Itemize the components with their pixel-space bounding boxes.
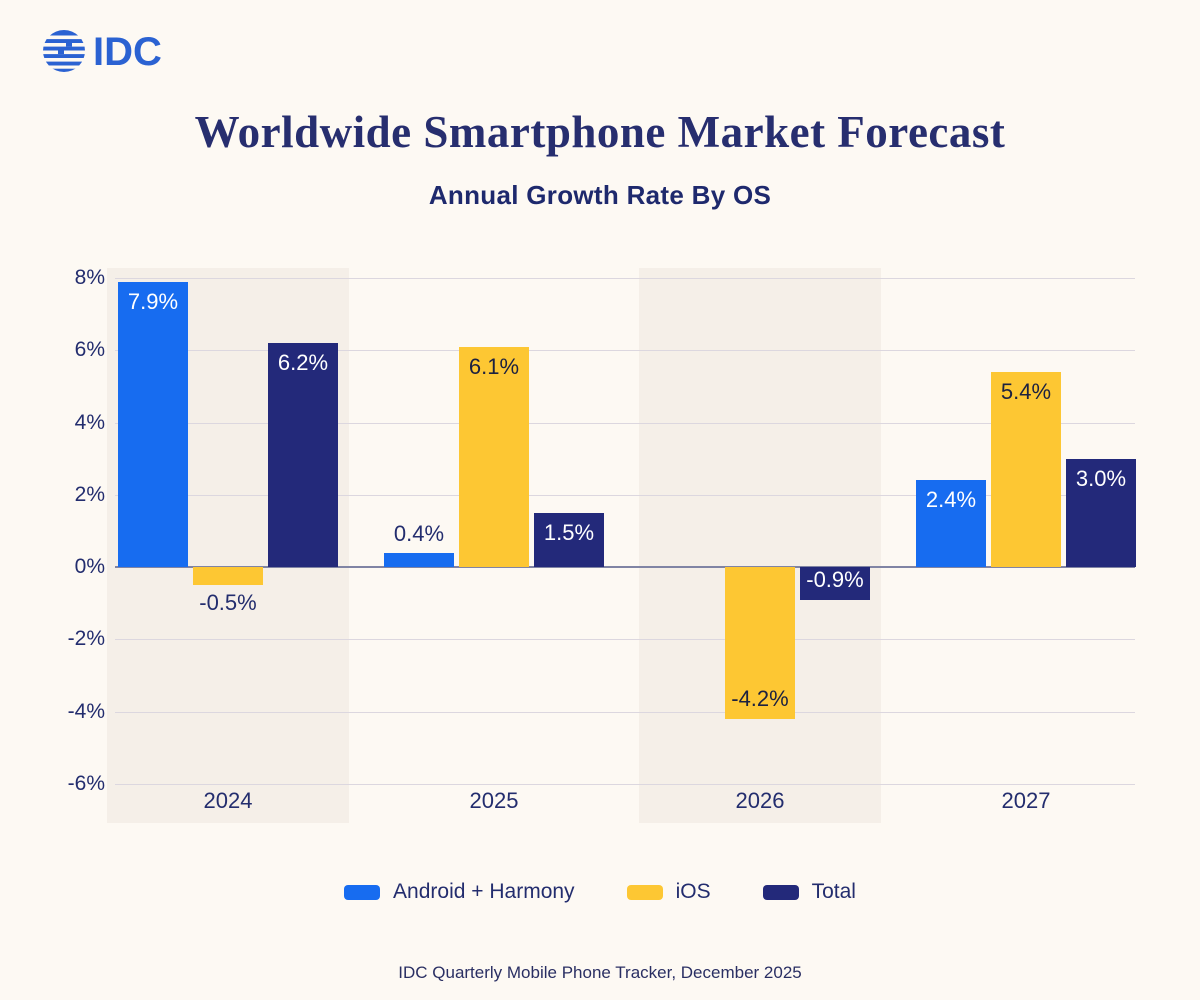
legend-swatch-icon	[762, 884, 799, 900]
gridline	[115, 278, 1135, 279]
bar-ios-2025	[459, 346, 529, 567]
idc-logo-text: IDC	[93, 30, 162, 74]
bar-ios-2026	[725, 567, 795, 719]
bar-total-2026	[800, 567, 870, 600]
chart-legend: Android + Harmony iOS Total	[0, 880, 1200, 904]
y-axis-tick-label: 0%	[74, 555, 105, 578]
idc-logo-graphic: IDC	[40, 30, 162, 74]
gridline	[115, 350, 1135, 352]
zero-gridline	[115, 566, 1135, 568]
bar-value-label: 1.5%	[543, 519, 595, 545]
x-axis-label-2025: 2025	[469, 788, 519, 813]
gridline	[115, 494, 1135, 496]
bar-value-label: 0.4%	[393, 520, 445, 546]
y-axis-tick-label: 4%	[74, 410, 105, 434]
y-axis-tick-label: -2%	[67, 627, 105, 651]
globe-icon	[40, 30, 88, 72]
legend-swatch-icon	[344, 884, 381, 900]
y-axis-tick-label: -4%	[67, 699, 105, 723]
x-axis-label-2026: 2026	[735, 788, 785, 813]
bar-android-harmony-2024	[118, 281, 188, 567]
legend-label: iOS	[675, 880, 711, 903]
legend-swatch-icon	[626, 884, 663, 900]
legend-label: Android + Harmony	[393, 880, 575, 903]
bar-value-label: 7.9%	[127, 288, 179, 314]
chart-title: Worldwide Smartphone Market Forecast	[194, 107, 1006, 157]
bar-value-label: 2.4%	[925, 487, 977, 513]
idc-logo: IDC	[40, 24, 180, 78]
legend-label: Total	[811, 880, 856, 903]
bar-value-label: -0.5%	[199, 590, 257, 616]
bar-ios-2027	[991, 371, 1061, 567]
y-axis-tick-label: -6%	[67, 771, 105, 795]
bar-value-label: -0.9%	[806, 566, 864, 592]
bar-value-label: 6.1%	[468, 353, 520, 379]
gridline	[115, 422, 1135, 424]
bar-value-label: 5.4%	[1000, 378, 1052, 404]
column-stripe	[639, 268, 881, 823]
bar-total-2025	[534, 512, 604, 567]
gridline	[115, 639, 1135, 641]
source-note: IDC Quarterly Mobile Phone Tracker, Dece…	[398, 963, 802, 982]
bar-value-label: 3.0%	[1075, 465, 1127, 491]
x-axis-label-2027: 2027	[1001, 788, 1051, 813]
bar-total-2024	[268, 343, 338, 567]
bar-ios-2024	[193, 567, 263, 586]
x-axis-label-2024: 2024	[203, 788, 253, 813]
legend-item-ios: iOS	[626, 880, 711, 904]
y-axis-tick-label: 6%	[74, 338, 105, 362]
gridline	[115, 711, 1135, 713]
bar-value-label: 6.2%	[277, 350, 329, 376]
bar-android-harmony-2025	[384, 552, 454, 567]
legend-item-total: Total	[762, 880, 856, 904]
y-axis-tick-label: 2%	[74, 482, 105, 506]
chart-subtitle: Annual Growth Rate By OS	[428, 180, 772, 210]
legend-item-android-harmony: Android + Harmony	[344, 880, 575, 904]
bar-android-harmony-2027	[916, 480, 986, 567]
bar-total-2027	[1066, 458, 1136, 567]
y-axis-tick-label: 8%	[74, 266, 105, 289]
gridline	[115, 783, 1135, 785]
bar-value-label: -4.2%	[731, 685, 789, 711]
